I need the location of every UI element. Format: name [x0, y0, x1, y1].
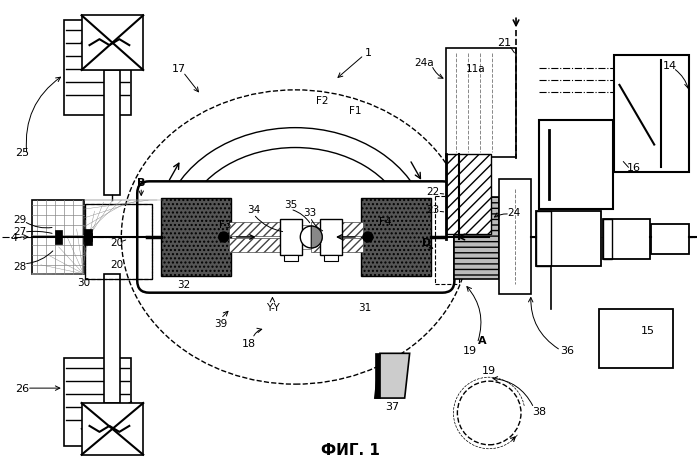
Bar	[603, 219, 612, 259]
Text: 27: 27	[13, 227, 27, 237]
Bar	[84, 234, 92, 241]
Bar	[499, 180, 531, 294]
Bar	[55, 230, 62, 245]
Bar	[614, 56, 689, 173]
Text: 36: 36	[560, 346, 574, 356]
Bar	[454, 198, 499, 279]
Text: 21: 21	[497, 38, 511, 48]
Bar	[85, 205, 152, 279]
Text: 19: 19	[463, 346, 477, 356]
Text: B: B	[137, 178, 145, 188]
Circle shape	[363, 233, 373, 242]
Text: 14: 14	[663, 61, 677, 71]
Text: F2: F2	[316, 96, 329, 106]
Bar	[311, 238, 363, 252]
Text: 25: 25	[15, 148, 29, 158]
Text: 28: 28	[13, 261, 27, 271]
Bar	[229, 238, 280, 252]
Bar	[361, 199, 431, 276]
Text: 23: 23	[426, 205, 439, 215]
Circle shape	[301, 227, 322, 248]
Text: 19: 19	[482, 366, 496, 376]
Text: 33: 33	[303, 208, 317, 218]
Bar	[82, 16, 143, 71]
Text: 17: 17	[172, 64, 186, 74]
Bar	[324, 255, 338, 261]
Bar	[64, 21, 131, 116]
Bar	[84, 229, 92, 246]
Circle shape	[219, 233, 229, 242]
Text: 39: 39	[214, 319, 227, 329]
Text: 24: 24	[507, 208, 521, 218]
Text: 32: 32	[178, 279, 191, 289]
FancyBboxPatch shape	[137, 182, 454, 293]
Bar	[85, 205, 152, 279]
Text: 24a: 24a	[415, 58, 434, 68]
Bar	[161, 199, 231, 276]
Bar	[598, 309, 673, 368]
Text: 38: 38	[532, 406, 546, 416]
Text: 35: 35	[284, 200, 297, 210]
Bar	[85, 205, 152, 279]
Bar	[603, 219, 650, 259]
Text: 20: 20	[110, 238, 123, 248]
Text: A: A	[478, 336, 487, 346]
Bar	[104, 71, 120, 196]
Text: F3: F3	[219, 219, 232, 229]
Text: 30: 30	[77, 277, 90, 287]
Bar	[536, 212, 600, 266]
Text: 34: 34	[247, 205, 260, 215]
Text: 16: 16	[626, 163, 640, 173]
Text: 22: 22	[426, 187, 439, 197]
Polygon shape	[375, 354, 410, 398]
Text: D: D	[422, 238, 431, 248]
Bar	[539, 120, 614, 210]
Text: F4: F4	[379, 217, 391, 227]
Polygon shape	[375, 354, 380, 398]
Text: 31: 31	[359, 302, 372, 312]
Bar	[280, 219, 302, 255]
Text: 26: 26	[15, 383, 29, 393]
Bar	[447, 155, 491, 235]
Text: 4: 4	[10, 232, 17, 242]
Bar	[229, 223, 280, 237]
Bar	[284, 255, 298, 261]
Bar	[85, 205, 152, 279]
Bar	[447, 49, 516, 158]
Text: 18: 18	[242, 338, 256, 348]
Bar	[32, 201, 84, 274]
Text: 15: 15	[641, 326, 655, 336]
Text: 20: 20	[110, 259, 123, 269]
Bar	[64, 358, 131, 446]
Text: 11a: 11a	[466, 64, 485, 74]
Text: ФИГ. 1: ФИГ. 1	[321, 442, 380, 457]
Text: 37: 37	[386, 401, 400, 411]
Text: Y-Y: Y-Y	[266, 302, 280, 312]
Bar	[311, 223, 363, 237]
Text: 29: 29	[13, 215, 27, 225]
Bar	[320, 219, 342, 255]
Bar	[104, 274, 120, 403]
Text: F1: F1	[349, 106, 361, 116]
Wedge shape	[311, 227, 322, 248]
Text: 1: 1	[364, 48, 371, 58]
Bar	[536, 212, 551, 266]
Bar	[82, 403, 143, 455]
Bar	[651, 225, 689, 254]
